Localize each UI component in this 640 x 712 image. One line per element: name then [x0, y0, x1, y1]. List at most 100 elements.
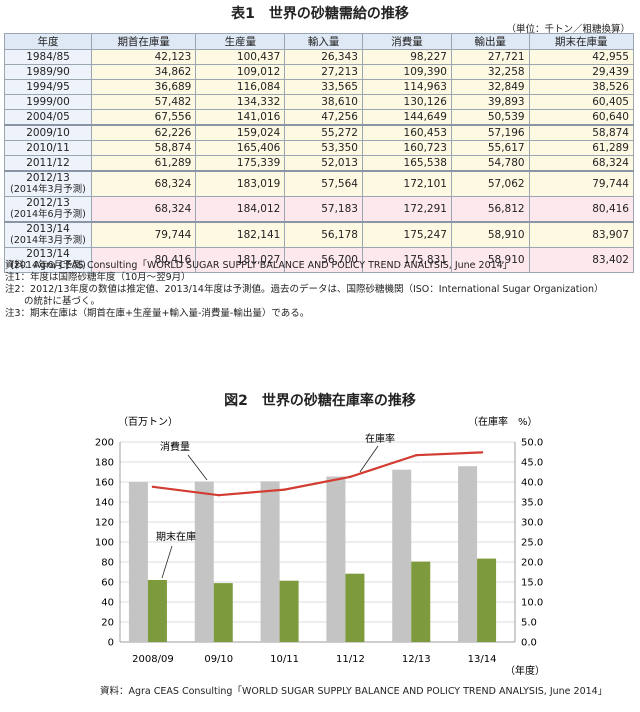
table-cell: 50,539: [450, 109, 530, 126]
bar-ending-stock: [411, 561, 431, 642]
year-cell: 2013/14 (2014年3月予測): [4, 221, 92, 248]
table-row: 2010/11 58,874 165,406 53,350 160,723 55,617 6…: [4, 140, 635, 156]
table-cell: 38,526: [528, 79, 635, 95]
table-cell: 57,062: [450, 170, 530, 197]
table-cell: 58,874: [90, 140, 197, 156]
table-header-row: 年度 期首在庫量 生産量 輸入量 消費量 輸出量 期末在庫量: [4, 33, 635, 50]
table-cell: 36,689: [90, 79, 197, 95]
table-cell: 114,963: [361, 79, 452, 95]
table-cell: 83,402: [528, 247, 635, 273]
year-cell: 2012/13 (2014年3月予測): [4, 170, 92, 197]
y2-tick-label: 5.0: [521, 618, 537, 629]
year-cell: 2012/13 (2014年6月予測): [4, 196, 92, 223]
table-row: 2004/05 67,556 141,016 47,256 144,649 50,539 6…: [4, 109, 635, 126]
table-cell: 172,101: [361, 170, 452, 197]
table-cell: 61,289: [90, 155, 197, 172]
table-cell: 68,324: [90, 170, 197, 197]
y-tick-label: 200: [95, 438, 114, 449]
line-stock-ratio: [152, 451, 483, 497]
y2-tick-label: 10.0: [521, 598, 543, 609]
table-cell: 83,907: [528, 221, 635, 248]
x-tick-label: 2008/09: [132, 654, 174, 665]
table-cell: 57,564: [284, 170, 363, 197]
table-row: 2013/14 (2014年6月予測) 80,416 181,027 56,700 175…: [4, 247, 635, 273]
column-header: 生産量: [195, 33, 286, 50]
y2-tick-label: 30.0: [521, 518, 543, 529]
table-cell: 38,610: [284, 94, 363, 110]
y-tick-label: 60: [101, 578, 114, 589]
table-cell: 160,453: [361, 124, 452, 141]
table-cell: 61,289: [528, 140, 635, 156]
table-cell: 26,343: [284, 49, 363, 65]
bar-consumption: [326, 476, 346, 642]
table-cell: 175,339: [195, 155, 286, 172]
y-tick-label: 120: [95, 518, 114, 529]
note-line: の統計に基づく。: [5, 296, 101, 307]
supply-balance-table: 年度 期首在庫量 生産量 輸入量 消費量 輸出量 期末在庫量 1984/85 42,123 10…: [4, 33, 635, 273]
table-cell: 165,406: [195, 140, 286, 156]
column-header: 消費量: [361, 33, 452, 50]
table-cell: 68,324: [90, 196, 197, 223]
year-cell: 1994/95: [4, 79, 92, 95]
table-cell: 56,812: [450, 196, 530, 223]
bar-consumption: [260, 481, 280, 642]
table-cell: 181,027: [195, 247, 286, 273]
table-cell: 33,565: [284, 79, 363, 95]
table-row: 2009/10 62,226 159,024 55,272 160,453 57,196 5…: [4, 124, 635, 141]
y-tick-label: 80: [101, 558, 114, 569]
right-axis-label: （在庫率 %）: [468, 415, 538, 428]
note-line: 注1：年度は国際砂糖年度（10月～翌9月）: [5, 272, 191, 283]
left-axis-label: （百万トン）: [118, 416, 178, 428]
table-cell: 79,744: [528, 170, 635, 197]
y2-tick-label: 25.0: [521, 538, 543, 549]
column-header: 年度: [4, 33, 92, 50]
table-cell: 27,213: [284, 64, 363, 80]
year-cell: 2009/10: [4, 124, 92, 141]
table-row: 1994/95 36,689 116,084 33,565 114,963 32,849 3…: [4, 79, 635, 95]
table-cell: 58,910: [450, 247, 530, 273]
table-cell: 56,178: [284, 221, 363, 248]
y-tick-label: 20: [101, 618, 114, 629]
note-line: 資料：Agra CEAS Consulting「WORLD SUGAR SUPP…: [5, 260, 513, 271]
column-header: 期末在庫量: [528, 33, 635, 50]
x-tick-label: 12/13: [402, 654, 431, 665]
table1-unit: （単位：千トン／粗糖換算）: [506, 24, 630, 35]
x-tick-label: 10/11: [270, 654, 299, 665]
table-cell: 32,258: [450, 64, 530, 80]
table-cell: 60,405: [528, 94, 635, 110]
column-header: 輸入量: [284, 33, 363, 50]
note-line: 注2：2012/13年度の数値は推定値、2013/14年度は予測値。過去のデータ…: [5, 284, 604, 295]
line-point: [283, 488, 286, 491]
bar-ending-stock: [279, 580, 299, 642]
table-row: 2013/14 (2014年3月予測) 79,744 182,141 56,178 175…: [4, 221, 635, 248]
table-cell: 55,617: [450, 140, 530, 156]
bar-consumption: [194, 481, 214, 642]
table-row: 2012/13 (2014年3月予測) 68,324 183,019 57,564 172…: [4, 170, 635, 197]
year-cell: 2010/11: [4, 140, 92, 156]
y2-tick-label: 0.0: [521, 638, 537, 649]
table-cell: 182,141: [195, 221, 286, 248]
year-cell: 2011/12: [4, 155, 92, 172]
table-cell: 57,482: [90, 94, 197, 110]
table-cell: 57,183: [284, 196, 363, 223]
year-cell: 1989/90: [4, 64, 92, 80]
y-tick-label: 0: [108, 638, 114, 649]
y2-tick-label: 35.0: [521, 498, 543, 509]
table-cell: 53,350: [284, 140, 363, 156]
y-tick-label: 180: [95, 458, 114, 469]
line-point: [415, 454, 418, 457]
x-tick-label: 09/10: [204, 654, 233, 665]
bar-consumption: [392, 469, 412, 642]
line-point: [151, 485, 155, 488]
table-cell: 100,437: [195, 49, 286, 65]
bar-consumption: [128, 482, 148, 642]
year-cell: 1984/85: [4, 49, 92, 65]
table-row: 2011/12 61,289 175,339 52,013 165,538 54,780 6…: [4, 155, 635, 172]
y-tick-label: 40: [101, 598, 114, 609]
table-cell: 67,556: [90, 109, 197, 126]
table-row: 2012/13 (2014年6月予測) 68,324 184,012 57,183 172…: [4, 196, 635, 223]
table-row: 1984/85 42,123 100,437 26,343 98,227 27,721 42…: [4, 49, 635, 65]
table-cell: 42,955: [528, 49, 635, 65]
y2-tick-label: 50.0: [521, 438, 543, 449]
table-cell: 62,226: [90, 124, 197, 141]
